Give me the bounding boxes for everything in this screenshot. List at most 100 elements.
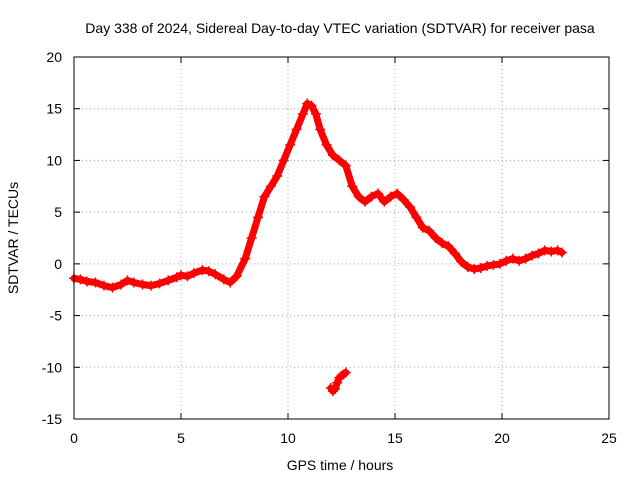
data-point-marker	[456, 256, 467, 267]
data-point-marker	[154, 278, 165, 289]
data-point-marker	[411, 212, 422, 223]
data-point-marker	[128, 277, 139, 288]
data-series	[69, 98, 567, 397]
data-point-marker	[218, 274, 229, 285]
data-point-marker	[327, 150, 338, 161]
y-tick-label: 10	[46, 152, 62, 168]
x-tick-label: 20	[494, 430, 510, 446]
data-point-marker	[488, 259, 499, 270]
data-point-marker	[107, 282, 118, 293]
data-point-marker	[392, 188, 403, 199]
y-tick-label: -5	[50, 308, 63, 324]
data-point-marker	[424, 225, 435, 236]
data-point-marker	[188, 268, 199, 279]
data-point-marker	[98, 280, 109, 291]
data-point-marker	[306, 100, 317, 111]
axis-ticks: 0 5 10 15 20 25 -15 -10 -5 0 5 10 15 20	[42, 49, 617, 446]
data-point-marker	[546, 246, 557, 257]
data-point-marker	[330, 384, 341, 395]
x-tick-label: 5	[177, 430, 185, 446]
data-point-marker	[197, 265, 208, 276]
data-point-marker	[347, 181, 358, 192]
data-point-marker	[360, 196, 371, 207]
data-point-marker	[240, 253, 251, 264]
x-tick-label: 25	[601, 430, 617, 446]
x-tick-label: 10	[280, 430, 296, 446]
data-point-marker	[385, 191, 396, 202]
data-point-marker	[176, 270, 186, 281]
data-point-marker	[539, 245, 550, 256]
chart-title: Day 338 of 2024, Sidereal Day-to-day VTE…	[85, 20, 595, 36]
data-point-marker	[278, 155, 289, 166]
data-point-marker	[494, 258, 505, 269]
data-point-marker	[462, 261, 473, 272]
data-point-marker	[507, 253, 518, 264]
data-point-marker	[526, 250, 537, 261]
data-point-marker	[338, 369, 349, 380]
data-point-marker	[253, 212, 264, 223]
data-point-marker	[482, 260, 493, 271]
plot-frame	[73, 56, 610, 420]
data-point-marker	[353, 191, 364, 202]
data-point-marker	[533, 248, 544, 259]
grid-lines	[74, 57, 609, 419]
data-point-marker	[291, 124, 302, 135]
x-axis-label: GPS time / hours	[287, 457, 394, 473]
data-point-marker	[469, 264, 480, 275]
data-point-marker	[372, 188, 383, 199]
data-point-marker	[430, 233, 441, 243]
data-point-marker	[379, 196, 390, 207]
y-tick-label: -15	[42, 411, 62, 427]
data-point-marker	[171, 272, 182, 283]
data-point-marker	[315, 124, 326, 135]
data-point-marker	[398, 194, 409, 205]
y-tick-label: 20	[46, 49, 62, 65]
data-point-marker	[259, 191, 270, 202]
data-point-marker	[90, 277, 101, 288]
data-point-marker	[297, 108, 308, 119]
data-point-marker	[272, 170, 283, 181]
x-tick-label: 0	[70, 430, 78, 446]
data-point-marker	[449, 248, 460, 259]
data-point-marker	[556, 247, 567, 258]
data-point-marker	[137, 279, 148, 290]
y-tick-label: -10	[42, 359, 62, 375]
data-point-marker	[552, 245, 563, 256]
data-point-marker	[443, 241, 454, 252]
data-point-marker	[265, 181, 276, 192]
data-point-marker	[327, 386, 338, 397]
data-point-marker	[231, 271, 242, 282]
data-point-marker	[520, 253, 531, 264]
data-point-marker	[182, 271, 193, 282]
data-point-marker	[475, 262, 486, 273]
data-point-marker	[246, 233, 257, 243]
data-point-marker	[122, 275, 133, 286]
data-point-marker	[75, 274, 86, 285]
data-point-marker	[321, 139, 332, 150]
data-point-marker	[146, 280, 157, 291]
data-point-marker	[340, 367, 351, 378]
data-point-marker	[285, 139, 296, 150]
data-point-marker	[203, 266, 214, 277]
data-point-marker	[302, 98, 313, 109]
data-point-marker	[210, 269, 221, 280]
data-point-marker	[340, 160, 351, 171]
data-point-marker	[417, 222, 428, 233]
data-point-marker	[310, 108, 321, 119]
data-point-marker	[404, 201, 415, 212]
y-tick-label: 15	[46, 101, 62, 117]
data-point-marker	[332, 377, 343, 388]
data-point-marker	[116, 279, 127, 290]
data-point-marker	[163, 275, 174, 286]
y-tick-label: 5	[54, 204, 62, 220]
y-tick-label: 0	[54, 256, 62, 272]
y-axis-label: SDTVAR / TECUs	[5, 182, 21, 294]
data-point-marker	[501, 255, 512, 266]
data-point-marker	[437, 238, 448, 249]
data-point-marker	[514, 255, 525, 266]
data-point-marker	[366, 191, 377, 202]
x-tick-label: 15	[387, 430, 403, 446]
data-point-marker	[225, 277, 236, 288]
data-point-marker	[81, 276, 92, 287]
